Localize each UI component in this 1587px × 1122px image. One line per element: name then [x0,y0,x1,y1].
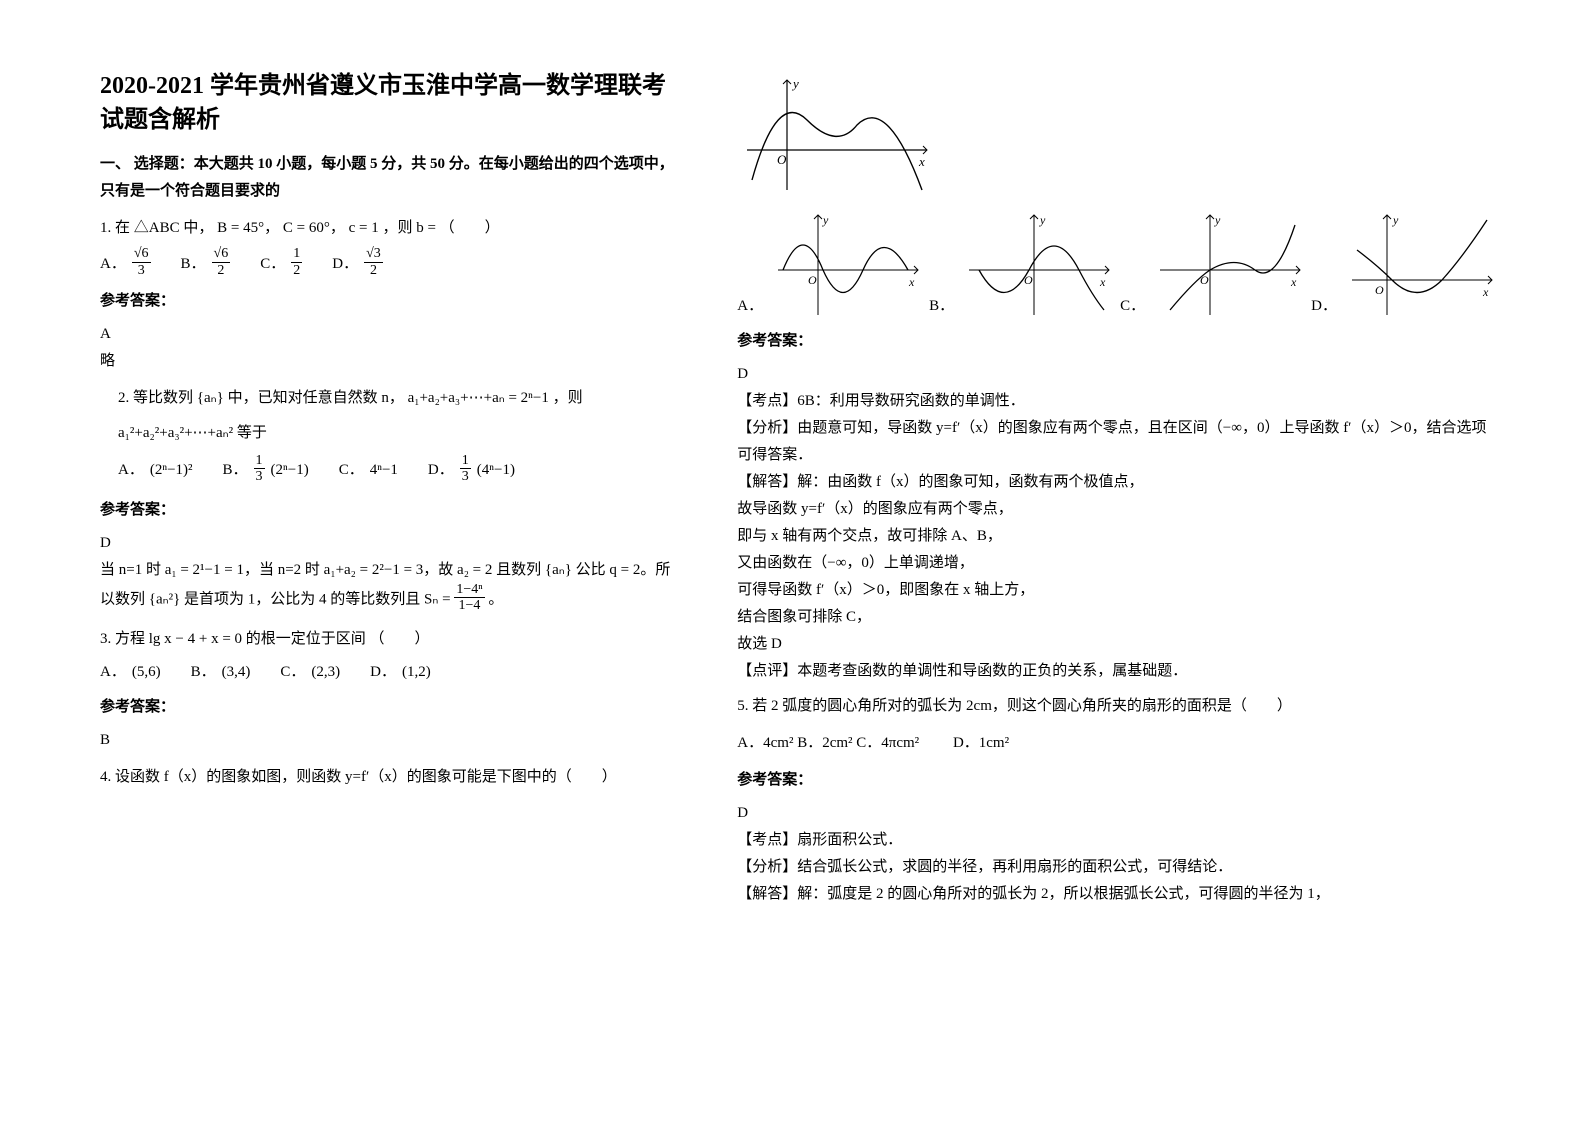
answer-label: 参考答案： [100,288,677,315]
graph-opt-a: O x y [773,210,923,320]
answer-label: 参考答案： [100,497,677,524]
q5-opt-c: C．4πcm² [856,735,919,751]
svg-text:x: x [1099,275,1106,289]
svg-text:x: x [1482,285,1489,299]
q5-stem: 5. 若 2 弧度的圆心角所对的弧长为 2cm，则这个圆心角所夹的扇形的面积是（… [737,693,1497,720]
q1-opt-b: B． √62 [181,248,231,280]
svg-text:x: x [908,275,915,289]
q1-opt-a: A． √63 [100,248,151,280]
q2-opt-b: B． 13 (2ⁿ−1) [223,455,309,487]
q2-stem-line1: 2. 等比数列 {aₙ} 中，已知对任意自然数 n， a₁+a₂+a₃+⋯+aₙ… [118,385,677,412]
svg-text:O: O [777,152,787,167]
exam-title: 2020-2021 学年贵州省遵义市玉淮中学高一数学理联考试题含解析 [100,70,677,137]
q2-options: A．(2ⁿ−1)² B． 13 (2ⁿ−1) C．4ⁿ−1 D． 13 (4ⁿ−… [118,455,677,487]
q2-opt-a: A．(2ⁿ−1)² [118,457,193,484]
q4-option-graphs: A． O x y B． O x y C． [737,210,1497,320]
q1-options: A． √63 B． √62 C． 12 D． √32 [100,248,677,280]
q2-opt-c: C．4ⁿ−1 [339,457,398,484]
q1-stem: 1. 在 △ABC 中， B = 45°， C = 60°， c = 1 ，则 … [100,220,500,236]
q4-kaodian: 【考点】6B：利用导数研究函数的单调性． [737,388,1497,415]
svg-text:y: y [1039,213,1046,227]
q1-opt-c: C． 12 [260,248,302,280]
q1-opt-d: D． √32 [332,248,383,280]
q3-opt-d: D．(1,2) [370,659,431,686]
svg-text:O: O [808,273,817,287]
right-column: O x y A． O x y B． [737,70,1497,918]
question-1: 1. 在 △ABC 中， B = 45°， C = 60°， c = 1 ，则 … [100,215,677,375]
q4-jieda: 【解答】解：由函数 f（x）的图象可知，函数有两个极值点， [737,469,1497,496]
answer-label: 参考答案： [737,767,1497,794]
graph-opt-b: O x y [964,210,1114,320]
graph-opt-d: O x y [1347,210,1497,320]
q4-main-graph: O x y [737,70,1497,200]
q5-opt-a: A．4cm² [737,735,793,751]
graph-fx: O x y [737,70,937,200]
q5-opt-b: B．2cm² [797,735,852,751]
svg-text:O: O [1200,273,1209,287]
question-5: 5. 若 2 弧度的圆心角所对的弧长为 2cm，则这个圆心角所夹的扇形的面积是（… [737,693,1497,908]
question-2: 2. 等比数列 {aₙ} 中，已知对任意自然数 n， a₁+a₂+a₃+⋯+aₙ… [100,385,677,487]
svg-text:x: x [1290,275,1297,289]
q4-dianping: 【点评】本题考查函数的单调性和导函数的正负的关系，属基础题． [737,658,1497,685]
q5-fenxi: 【分析】结合弧长公式，求圆的半径，再利用扇形的面积公式，可得结论． [737,854,1497,881]
q5-options: A．4cm² B．2cm² C．4πcm² D．1cm² [737,730,1497,757]
svg-text:y: y [1392,213,1399,227]
q4-opt-c-label: C． [1120,293,1145,320]
svg-text:y: y [822,213,829,227]
q3-stem: 3. 方程 lg x − 4 + x = 0 的根一定位于区间 （ ） [100,626,677,653]
q4-jd4: 又由函数在（−∞，0）上单调递增， [737,550,1497,577]
q4-opt-a-label: A． [737,293,763,320]
q3-opt-a: A．(5,6) [100,659,161,686]
q4-jd6: 结合图象可排除 C， [737,604,1497,631]
q1-answer: A [100,321,677,348]
q4-jd2: 故导函数 y=f′（x）的图象应有两个零点， [737,496,1497,523]
q3-answer: B [100,727,677,754]
q1-note: 略 [100,348,677,375]
q3-options: A．(5,6) B．(3,4) C．(2,3) D．(1,2) [100,659,677,686]
svg-text:x: x [918,154,925,169]
q4-answer: D [737,361,1497,388]
section-head: 一、 选择题：本大题共 10 小题，每小题 5 分，共 50 分。在每小题给出的… [100,151,677,205]
q2-sqsum: a₁²+a₂²+a₃²+⋯+aₙ² 等于 [118,420,677,447]
q4-jd3: 即与 x 轴有两个交点，故可排除 A、B， [737,523,1497,550]
q4-opt-d-label: D． [1311,293,1337,320]
q5-answer: D [737,800,1497,827]
svg-text:y: y [1214,213,1221,227]
question-3: 3. 方程 lg x − 4 + x = 0 的根一定位于区间 （ ） A．(5… [100,626,677,754]
q2-answer: D [100,530,677,557]
question-4-stem: 4. 设函数 f（x）的图象如图，则函数 y=f′（x）的图象可能是下图中的（ … [100,764,677,791]
q5-kaodian: 【考点】扇形面积公式． [737,827,1497,854]
svg-text:O: O [1375,283,1384,297]
left-column: 2020-2021 学年贵州省遵义市玉淮中学高一数学理联考试题含解析 一、 选择… [100,70,677,918]
graph-opt-c: O x y [1155,210,1305,320]
answer-label: 参考答案： [737,328,1497,355]
q3-opt-c: C．(2,3) [280,659,340,686]
q4-jd7: 故选 D [737,631,1497,658]
q4-opt-b-label: B． [929,293,954,320]
svg-text:y: y [791,76,799,91]
q4-jd5: 可得导函数 f′（x）＞0，即图象在 x 轴上方， [737,577,1497,604]
q3-opt-b: B．(3,4) [191,659,251,686]
q5-opt-d: D．1cm² [953,735,1009,751]
q5-jieda: 【解答】解：弧度是 2 的圆心角所对的弧长为 2，所以根据弧长公式，可得圆的半径… [737,881,1497,908]
q4-fenxi: 【分析】由题意可知，导函数 y=f′（x）的图象应有两个零点，且在区间（−∞，0… [737,415,1497,469]
q2-opt-d: D． 13 (4ⁿ−1) [428,455,515,487]
answer-label: 参考答案： [100,694,677,721]
q2-explain: 当 n=1 时 a₁ = 2¹−1 = 1，当 n=2 时 a₁+a₂ = 2²… [100,557,677,616]
